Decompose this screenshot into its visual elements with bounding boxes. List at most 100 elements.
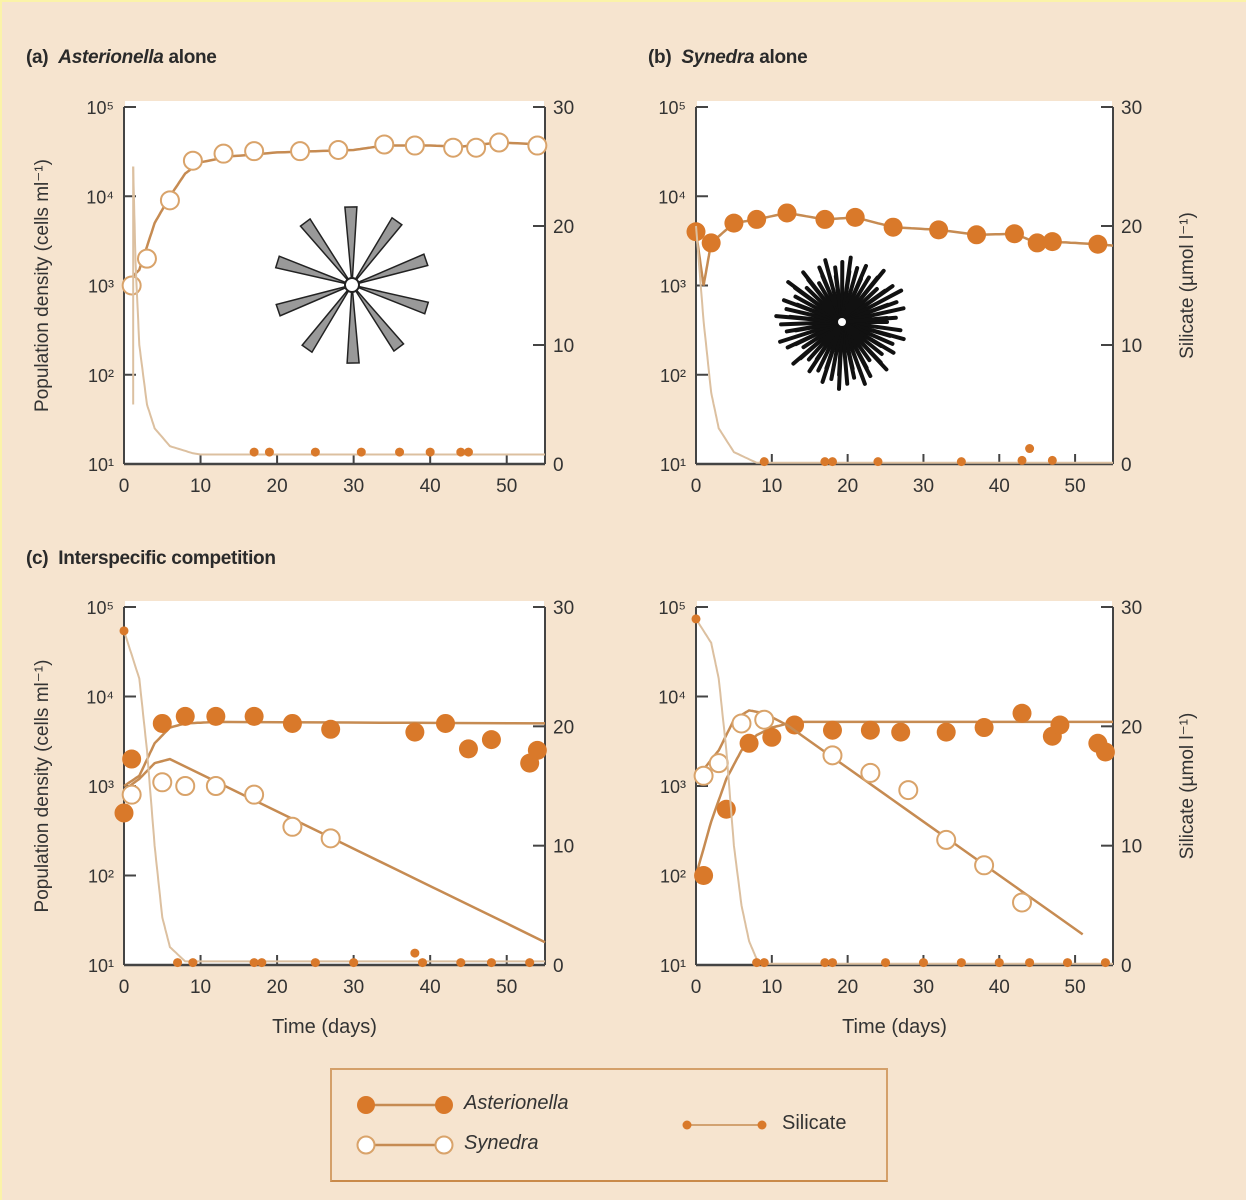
synedra-point (898, 780, 919, 801)
y2-tick-label: 30 (553, 598, 574, 619)
y-tick-label: 10² (660, 867, 686, 887)
synedra-point (815, 209, 835, 229)
asterionella-point (458, 739, 478, 759)
synedra-point (967, 225, 987, 245)
asterionella-cell (346, 284, 360, 364)
legend-synedra-marker (434, 1135, 454, 1155)
legend-asterionella-marker (435, 1096, 453, 1114)
synedra-point (747, 209, 767, 229)
x-tick-label: 50 (1065, 476, 1086, 497)
synedra-point (974, 855, 995, 876)
y2-axis-label: Silicate (µmol l⁻¹) (1177, 212, 1198, 359)
asterionella-point (136, 248, 157, 269)
silicate-fit-line (132, 166, 545, 456)
silicate-point (1025, 958, 1035, 968)
silicate-point (257, 958, 267, 968)
asterionella-point (159, 190, 180, 211)
asterionella-point (374, 134, 395, 155)
silicate-point (418, 958, 428, 968)
asterionella-cell (351, 284, 405, 353)
y2-tick-label: 10 (1121, 336, 1142, 357)
synedra-point (244, 784, 265, 805)
silicate-point (1047, 455, 1057, 465)
plot-area (125, 601, 544, 965)
panel-b: 0 10 20 30 40 50 10¹ 10² 10³ 10⁴ 10⁵ 0 10 20 30 Silicat… (658, 98, 1198, 497)
x-tick-label: 0 (119, 476, 130, 497)
x-tick-label: 20 (837, 977, 858, 998)
asterionella-point (122, 749, 142, 769)
synedra-point (1004, 224, 1024, 244)
silicate-point (1100, 958, 1110, 968)
panel-c-title-rest: Interspecific competition (58, 548, 276, 569)
synedra-point (1088, 234, 1108, 254)
y-tick-label: 10⁵ (659, 98, 686, 118)
y-tick-label: 10³ (660, 277, 686, 297)
asterionella-point (1050, 715, 1070, 735)
y-tick-label: 10⁵ (87, 598, 114, 618)
asterionella-cell (351, 216, 403, 286)
x-tick-label: 40 (989, 977, 1010, 998)
y2-tick-label: 0 (1121, 455, 1132, 476)
asterionella-point (489, 132, 510, 153)
silicate-point (119, 626, 129, 636)
x-tick-label: 0 (691, 476, 702, 497)
y-tick-label: 10¹ (660, 956, 686, 976)
x-tick-label: 10 (190, 476, 211, 497)
y-tick-label: 10² (660, 366, 686, 386)
y-tick-label: 10¹ (88, 455, 114, 475)
y-axis-label: Population density (cells ml⁻¹) (32, 660, 53, 913)
asterionella-point (1095, 742, 1115, 762)
x-tick-label: 20 (837, 476, 858, 497)
asterionella-point (206, 706, 226, 726)
synedra-point (1042, 232, 1062, 252)
asterionella-point (182, 150, 203, 171)
asterionella-point (936, 722, 956, 742)
silicate-point (356, 447, 366, 457)
asterionella-colony-icon (274, 206, 430, 364)
legend-synedra-marker (356, 1135, 376, 1155)
synedra-point (701, 233, 721, 253)
y-tick-label: 10⁴ (658, 688, 686, 708)
asterionella-point (785, 715, 805, 735)
x-tick-label: 10 (761, 476, 782, 497)
silicate-point (249, 958, 259, 968)
panel-a-label: (a) (26, 47, 49, 68)
y-tick-label: 10³ (660, 777, 686, 797)
asterionella-point (527, 135, 548, 156)
y-tick-label: 10⁴ (658, 187, 686, 207)
x-axis-label: Time (days) (842, 1016, 947, 1038)
y-tick-label: 10⁵ (659, 598, 686, 618)
y2-tick-label: 30 (553, 98, 574, 119)
synedra-cell (840, 315, 889, 324)
asterionella-point (860, 720, 880, 740)
silicate-point (310, 958, 320, 968)
silicate-point (486, 958, 496, 968)
asterionella-point (822, 720, 842, 740)
y-tick-label: 10² (88, 867, 114, 887)
legend-silicate-marker (757, 1120, 767, 1130)
x-tick-label: 0 (691, 977, 702, 998)
silicate-point (525, 958, 535, 968)
asterionella-point (328, 139, 349, 160)
panel-b-label: (b) (648, 47, 672, 68)
synedra-point (1012, 892, 1033, 913)
asterionella-point (443, 137, 464, 158)
asterionella-cell (299, 217, 353, 286)
panel-a-title: (a) Asterionella alone (26, 47, 217, 69)
silicate-point (1017, 455, 1027, 465)
silicate-point (956, 457, 966, 467)
asterionella-point (152, 713, 172, 733)
y2-tick-label: 10 (553, 336, 574, 357)
x-tick-label: 50 (1065, 977, 1086, 998)
asterionella-point (405, 722, 425, 742)
y-tick-label: 10² (88, 366, 114, 386)
x-tick-label: 20 (267, 476, 288, 497)
asterionella-point (891, 722, 911, 742)
synedra-point (282, 816, 303, 837)
y2-tick-label: 0 (1121, 956, 1132, 977)
silicate-fit-line (123, 630, 545, 963)
x-tick-label: 10 (190, 977, 211, 998)
silicate-point (759, 958, 769, 968)
